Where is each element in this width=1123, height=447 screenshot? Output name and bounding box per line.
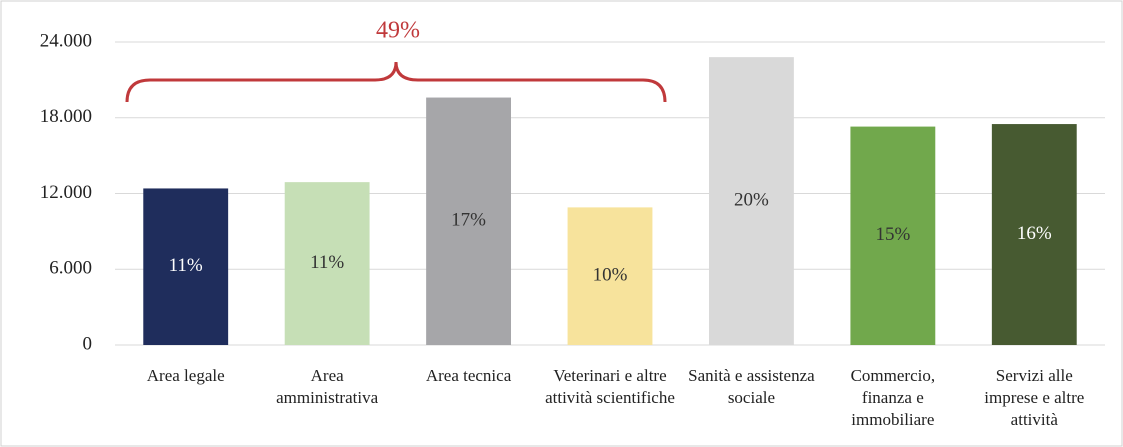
bar-label: 11% xyxy=(310,252,344,273)
bar-label: 17% xyxy=(451,210,486,231)
bar xyxy=(143,188,229,345)
bar xyxy=(426,97,511,345)
y-tick-label: 0 xyxy=(83,333,93,354)
y-tick-label: 6.000 xyxy=(49,258,92,279)
bar xyxy=(850,126,936,346)
bar-label: 11% xyxy=(169,255,203,276)
bar-label: 16% xyxy=(1017,223,1052,244)
x-tick-label: Area amministrativa xyxy=(276,366,379,407)
x-tick-label: Sanità e assistenza sociale xyxy=(688,366,815,407)
x-tick-label: Area legale xyxy=(146,366,225,385)
bar-label: 20% xyxy=(734,189,769,210)
x-tick-label: Veterinari e altre attività scientifiche xyxy=(545,366,675,407)
annotation: 49% xyxy=(376,18,420,44)
x-tick-label: Area tecnica xyxy=(425,366,512,385)
x-tick-label: Servizi alle imprese e altre attività xyxy=(984,366,1085,429)
y-tick-label: 18.000 xyxy=(40,106,92,127)
y-tick-label: 24.000 xyxy=(40,30,92,51)
bar xyxy=(567,207,653,345)
bar-label: 10% xyxy=(593,265,628,286)
bar xyxy=(284,182,370,345)
bar xyxy=(991,124,1077,345)
y-tick-label: 12.000 xyxy=(40,182,92,203)
bar-label: 15% xyxy=(875,224,910,245)
x-tick-label: Commercio, finanza e immobiliare xyxy=(850,366,936,429)
bar xyxy=(709,57,794,346)
bracket xyxy=(125,61,667,103)
